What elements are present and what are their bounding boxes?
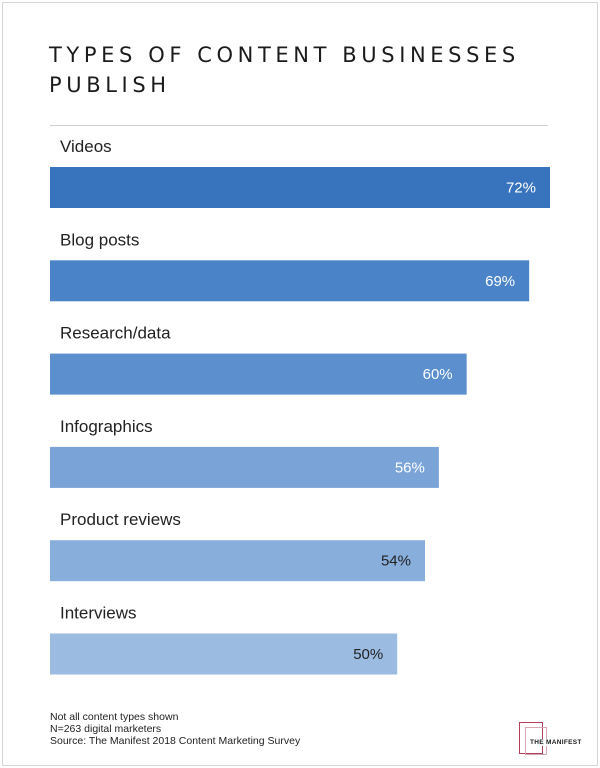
bar [50, 446, 439, 488]
chart-title: TYPES OF CONTENT BUSINESSES PUBLISH [49, 43, 520, 97]
bar [50, 167, 550, 208]
footnotes: Not all content types shown N=263 digita… [50, 711, 300, 747]
manifest-logo: THE MANIFEST [519, 722, 583, 758]
category-label: Infographics [60, 417, 153, 436]
bar [50, 633, 398, 675]
bar [50, 353, 467, 395]
bar [50, 260, 530, 302]
logo-text: THE MANIFEST [529, 739, 583, 746]
footnote-line: N=263 digital marketers [50, 723, 162, 735]
category-label: Product reviews [60, 510, 181, 529]
value-label: 54% [381, 553, 411, 570]
category-label: Interviews [60, 604, 137, 623]
title-divider [50, 125, 548, 126]
category-label: Research/data [60, 324, 171, 343]
logo-square-outer [519, 722, 543, 754]
value-label: 72% [506, 180, 536, 197]
category-label: Videos [60, 137, 112, 156]
source-line: Source: The Manifest 2018 Content Market… [50, 735, 301, 747]
value-label: 56% [395, 459, 425, 476]
value-label: 69% [485, 273, 515, 290]
footnote-line: Not all content types shown [50, 711, 179, 723]
value-label: 60% [423, 366, 453, 383]
bar [50, 540, 425, 582]
bar-chart: Videos 72% Blog posts 69% Research/data 60% In… [50, 137, 550, 675]
value-label: 50% [353, 646, 383, 663]
category-label: Blog posts [60, 230, 139, 249]
